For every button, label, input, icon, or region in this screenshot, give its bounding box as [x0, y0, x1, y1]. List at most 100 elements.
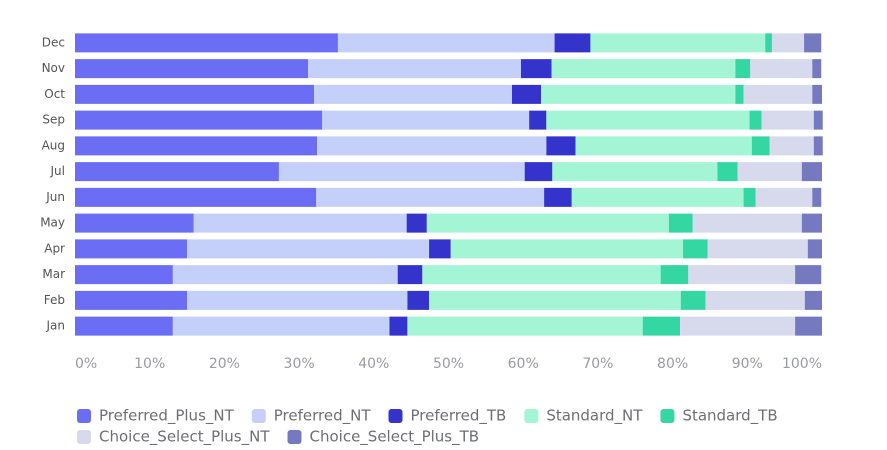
bar-segment — [407, 290, 430, 310]
bar-segment — [75, 136, 318, 156]
x-tick-label: 0% — [75, 356, 97, 372]
bar-segment — [187, 239, 430, 259]
bar-segment — [707, 239, 808, 259]
y-tick-label: Jan — [46, 319, 66, 333]
bar-segment — [590, 33, 766, 53]
legend-swatch — [287, 430, 302, 444]
bar-segment — [422, 265, 661, 285]
bar-segment — [771, 33, 805, 53]
bar-segment — [337, 33, 555, 53]
legend-label: Preferred_Plus_NT — [99, 407, 235, 426]
x-tick-label: 100% — [782, 356, 822, 372]
bar-segment — [75, 239, 188, 259]
bar-segment — [692, 213, 802, 233]
x-tick-label: 40% — [358, 356, 389, 372]
bar-segment — [317, 136, 547, 156]
bar-segment — [801, 162, 822, 182]
bar-segment — [761, 110, 814, 130]
bar-segment — [755, 187, 813, 207]
bar-segment — [804, 290, 822, 310]
x-tick-label: 80% — [657, 356, 688, 372]
y-tick-label: Dec — [42, 35, 65, 49]
y-tick-label: Aug — [42, 138, 65, 152]
bar-segment — [795, 265, 822, 285]
bar-segment — [316, 187, 545, 207]
y-tick-label: Apr — [44, 241, 65, 255]
y-tick-label: Jul — [50, 164, 65, 178]
bar-segment — [397, 265, 423, 285]
y-tick-label: Mar — [42, 267, 65, 281]
bar-segment — [450, 239, 684, 259]
bar-segment — [520, 59, 552, 79]
bar-segment — [426, 213, 669, 233]
bar-segment — [705, 290, 805, 310]
bar-segment — [571, 187, 744, 207]
bar-segment — [551, 59, 736, 79]
bar-segment — [765, 33, 772, 53]
bar-segment — [75, 265, 173, 285]
bar-segment — [407, 316, 643, 336]
legend-swatch — [77, 409, 91, 423]
bar-segment — [795, 316, 822, 336]
bar-segment — [749, 110, 762, 130]
bar-segment — [717, 162, 738, 182]
bar-segment — [511, 84, 542, 104]
bar-segment — [546, 136, 576, 156]
bar-segment — [75, 290, 188, 310]
legend-label: Standard_TB — [682, 407, 777, 426]
bar-segment — [680, 290, 706, 310]
bar-segment — [660, 265, 689, 285]
y-tick-label: Feb — [44, 293, 65, 307]
bar-segment — [751, 136, 770, 156]
legend-swatch — [388, 409, 403, 423]
bar-segment — [406, 213, 427, 233]
bar-segment — [668, 213, 693, 233]
bar-segment — [743, 187, 756, 207]
legend-swatch — [77, 430, 91, 444]
bar-segment — [314, 84, 512, 104]
x-tick-label: 30% — [284, 356, 315, 372]
bar-segment — [735, 84, 744, 104]
bar-segment — [554, 33, 591, 53]
bar-segment — [172, 316, 390, 336]
bar-segment — [524, 162, 553, 182]
legend-label: Choice_Select_Plus_TB — [310, 428, 480, 447]
bar-segment — [75, 213, 194, 233]
bar-segment — [308, 59, 521, 79]
bar-segment — [804, 33, 822, 53]
bar-segment — [541, 84, 736, 104]
bar-segment — [322, 110, 530, 130]
x-tick-label: 60% — [508, 356, 539, 372]
y-tick-label: Nov — [42, 61, 65, 75]
legend-swatch — [524, 409, 539, 423]
bar-segment — [769, 136, 814, 156]
legend-label: Choice_Select_Plus_NT — [99, 428, 270, 447]
legend-label: Preferred_TB — [411, 407, 507, 426]
bar-segment — [389, 316, 408, 336]
x-tick-label: 50% — [433, 356, 464, 372]
x-tick-label: 70% — [582, 356, 613, 372]
x-tick-label: 20% — [209, 356, 240, 372]
bar-segment — [278, 162, 525, 182]
bar-segment — [575, 136, 752, 156]
bar-segment — [75, 316, 173, 336]
y-tick-label: Sep — [42, 113, 65, 127]
bar-segment — [750, 59, 813, 79]
bar-segment — [807, 239, 822, 259]
y-tick-label: Jun — [45, 190, 65, 204]
bar-segment — [552, 162, 718, 182]
bar-segment — [688, 265, 796, 285]
bar-segment — [75, 59, 309, 79]
bar-segment — [642, 316, 681, 336]
bar-segment — [801, 213, 822, 233]
bar-segment — [75, 33, 338, 53]
y-tick-label: Oct — [44, 87, 65, 101]
legend-swatch — [660, 409, 675, 423]
bar-segment — [813, 136, 823, 156]
bar-segment — [743, 84, 813, 104]
legend-swatch — [251, 409, 266, 423]
bar-segment — [193, 213, 407, 233]
bar-segment — [737, 162, 802, 182]
bar-segment — [813, 110, 823, 130]
